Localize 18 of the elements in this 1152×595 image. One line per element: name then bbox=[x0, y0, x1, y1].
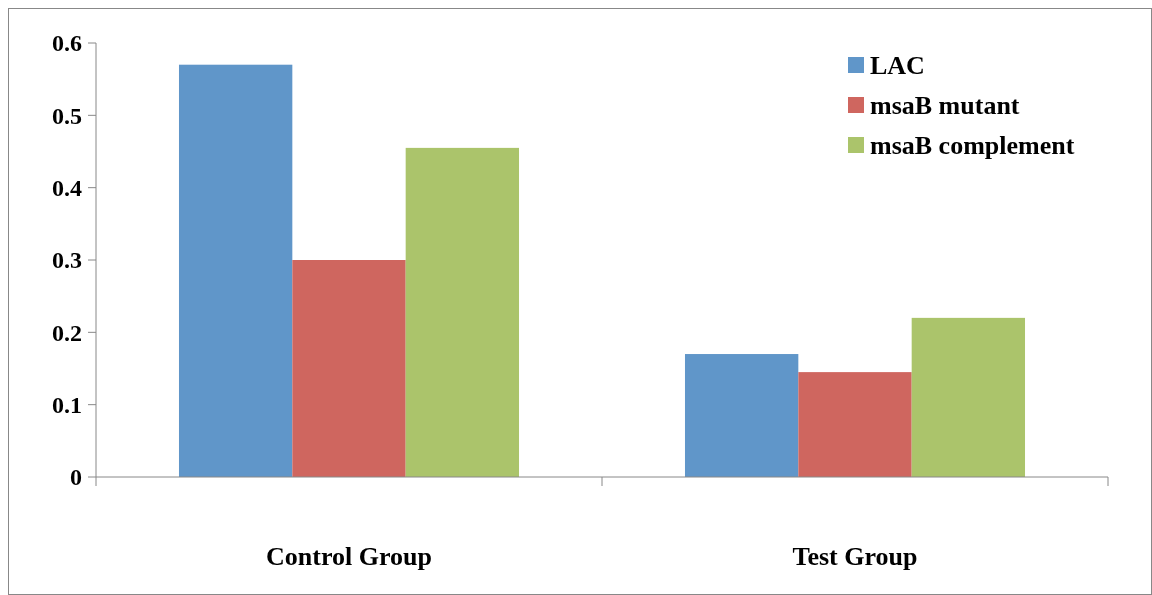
y-tick-label: 0.4 bbox=[52, 175, 82, 202]
y-tick-label: 0.5 bbox=[52, 102, 82, 129]
y-tick-label: 0 bbox=[70, 464, 82, 491]
legend-label: msaB mutant bbox=[870, 91, 1020, 121]
x-tick-label: Test Group bbox=[792, 542, 918, 571]
legend-label: LAC bbox=[870, 51, 925, 81]
bar bbox=[405, 147, 520, 477]
legend-label: msaB complement bbox=[870, 131, 1075, 161]
bar bbox=[911, 317, 1026, 477]
bar bbox=[178, 64, 293, 477]
y-tick-label: 0.1 bbox=[52, 392, 82, 419]
bar bbox=[798, 372, 912, 477]
y-tick-label: 0.2 bbox=[52, 319, 82, 346]
bar bbox=[292, 260, 406, 477]
bar bbox=[684, 354, 799, 477]
y-tick-label: 0.6 bbox=[52, 30, 82, 57]
x-tick-label: Control Group bbox=[266, 542, 432, 571]
y-tick-label: 0.3 bbox=[52, 247, 82, 274]
